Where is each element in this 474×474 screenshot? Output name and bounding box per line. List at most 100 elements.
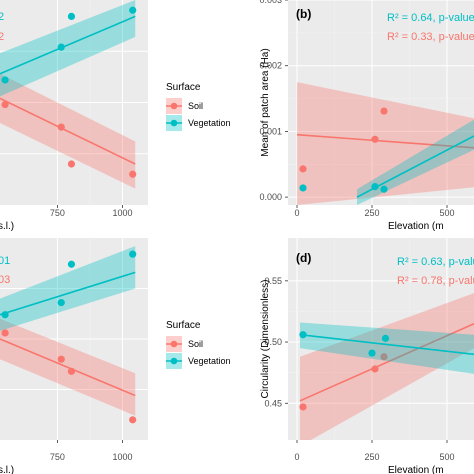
y-tick-label: 0.55	[264, 276, 282, 286]
stat-label-soil: R² = 0.78, p-valu	[397, 275, 474, 287]
x-tick-label: 1000	[112, 208, 132, 218]
x-tick-label: 250	[364, 208, 379, 218]
fit-line-soil	[0, 97, 136, 165]
panel-tag: (d)	[296, 251, 311, 265]
data-point-vegetation	[57, 299, 65, 307]
data-point-vegetation	[1, 76, 9, 84]
x-tick-label: 0	[294, 208, 299, 218]
y-axis-title: Circularity (Dimensionless)	[260, 280, 271, 399]
stat-label-vegetation: 01	[0, 255, 10, 267]
grid	[0, 0, 148, 205]
x-tick-label: 500	[439, 208, 454, 218]
panel-a: 750 1000 s.l.) 2 2	[0, 0, 148, 232]
confidence-band-vegetation	[300, 322, 474, 374]
legend-top-title: Surface	[166, 82, 201, 93]
confidence-band-vegetation	[0, 0, 136, 97]
confidence-band-vegetation	[357, 119, 474, 205]
x-axis-title: Elevation (m	[388, 465, 444, 474]
data-point-vegetation	[381, 334, 390, 342]
data-point-vegetation	[1, 311, 9, 319]
x-axis-title: s.l.)	[0, 221, 14, 232]
grid	[288, 0, 474, 205]
data-point-soil	[1, 100, 9, 109]
legend-top-item-vegetation: Vegetation	[166, 115, 231, 131]
legend-bottom-soil-label: Soil	[188, 339, 203, 349]
y-tick-label: 0.001	[259, 126, 282, 136]
data-point-vegetation	[57, 43, 65, 51]
y-tick-label: 0.003	[259, 0, 282, 5]
data-point-soil	[299, 165, 307, 173]
panel-background	[288, 0, 474, 205]
panel-tag: (b)	[296, 7, 311, 21]
confidence-band-soil	[297, 82, 474, 205]
x-axis-title: Elevation (m	[388, 221, 444, 232]
x-tick-label: 1000	[112, 452, 132, 462]
data-point-soil	[129, 416, 137, 424]
grid	[288, 238, 474, 440]
stat-label-soil: 03	[0, 274, 10, 286]
x-tick-label: 0	[294, 452, 299, 462]
data-point-vegetation	[129, 6, 137, 14]
y-tick-label: 0.000	[259, 192, 282, 202]
data-point-vegetation	[129, 250, 137, 258]
data-point-vegetation	[380, 185, 388, 193]
grid	[0, 238, 148, 440]
stat-label-vegetation: R² = 0.63, p-valu	[397, 256, 474, 268]
data-point-soil	[67, 160, 76, 168]
fit-line-vegetation	[0, 15, 136, 75]
panel-c: 750 1000 s.l.) 01 03	[0, 238, 148, 474]
legend-bottom-vegetation-label: Vegetation	[188, 356, 231, 366]
legend-bottom-item-vegetation: Vegetation	[166, 353, 231, 369]
stat-label-soil: 2	[0, 31, 4, 43]
data-point-soil	[380, 353, 388, 361]
legend-bottom-soil-point	[170, 340, 178, 348]
legend-top-vegetation-label: Vegetation	[188, 118, 231, 128]
stat-label-vegetation: 2	[0, 11, 4, 23]
confidence-band-soil	[300, 293, 474, 440]
legend-top-item-soil: Soil	[166, 98, 203, 114]
x-tick-label: 250	[364, 452, 379, 462]
data-point-soil	[57, 123, 65, 131]
x-tick-label: 750	[50, 208, 65, 218]
fit-line-soil	[0, 338, 136, 397]
plot-area	[296, 82, 474, 205]
legend-top-vegetation-point	[170, 119, 178, 127]
data-point-vegetation	[67, 12, 76, 20]
data-point-vegetation	[299, 331, 307, 339]
data-point-soil	[299, 403, 307, 411]
data-point-soil	[380, 107, 388, 115]
x-tick-label: 500	[439, 452, 454, 462]
data-point-vegetation	[299, 184, 307, 192]
fit-line-soil	[299, 322, 474, 402]
x-axis-title: s.l.)	[0, 465, 14, 474]
y-tick-label: 0.50	[264, 337, 282, 347]
plot-area	[0, 246, 137, 424]
data-point-soil	[371, 135, 379, 143]
data-point-soil	[67, 367, 76, 375]
plot-area	[0, 0, 137, 189]
confidence-band-vegetation	[0, 246, 136, 331]
data-point-soil	[129, 170, 137, 178]
legend-bottom-vegetation-point	[170, 357, 178, 365]
data-point-soil	[371, 365, 379, 373]
data-point-vegetation	[368, 349, 376, 357]
legend-bottom-title: Surface	[166, 320, 201, 331]
data-point-vegetation	[67, 260, 76, 268]
y-axis-title: Mean of patch area (Ha)	[260, 48, 271, 156]
fit-line-vegetation	[299, 333, 474, 356]
panel-d: 0 250 500 0.45 0.50 0.55 Elevation (m Circulari…	[260, 238, 474, 474]
y-tick-label: 0.002	[259, 61, 282, 71]
x-tick-label: 750	[50, 452, 65, 462]
fit-line-soil	[296, 133, 474, 149]
data-point-soil	[57, 355, 65, 363]
legend-bottom-item-soil: Soil	[166, 336, 203, 352]
legend-bottom: Surface Soil Vegetation	[166, 320, 231, 369]
legend-top: Surface Soil Vegetation	[166, 82, 231, 131]
legend-top-soil-label: Soil	[188, 101, 203, 111]
stat-label-vegetation: R² = 0.64, p-value	[387, 12, 474, 24]
panel-b: 0 250 500 0.000 0.001 0.002 0.003 Elevation (m M…	[259, 0, 474, 232]
plot-area	[299, 293, 474, 440]
stat-label-soil: R² = 0.33, p-value	[387, 31, 474, 43]
fit-line-vegetation	[0, 271, 136, 316]
